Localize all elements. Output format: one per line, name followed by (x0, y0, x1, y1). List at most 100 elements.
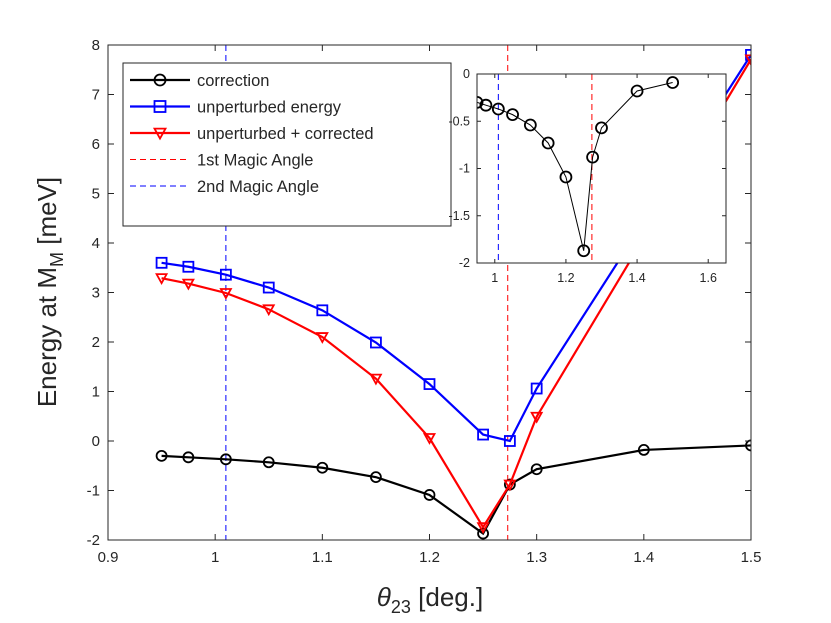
main-point-correction (182, 451, 195, 464)
legend-item-unperturbed-energy: unperturbed energy (130, 99, 342, 117)
main-point-unperturbed-corrected (530, 411, 544, 424)
legend-label-2nd-magic-angle: 2nd Magic Angle (197, 178, 319, 196)
inset-plot-area (477, 74, 726, 263)
inset-point-correction (477, 95, 484, 109)
legend-item-2nd-magic-angle: 2nd Magic Angle (130, 178, 319, 196)
y-axis-label-unit: [meV] (32, 177, 62, 252)
legend-item-1st-magic-angle: 1st Magic Angle (130, 152, 313, 170)
legend-label-1st-magic-angle: 1st Magic Angle (197, 152, 313, 170)
main-point-unperturbed-corrected (503, 479, 517, 492)
inset-point-correction (506, 108, 519, 122)
main-x-tick-label: 1.1 (312, 549, 333, 566)
inset-point-correction (559, 170, 573, 184)
main-x-tick-label: 1 (211, 549, 219, 566)
main-point-unperturbed-corrected (155, 273, 169, 285)
main-point-correction (316, 461, 329, 474)
legend-box (122, 62, 452, 227)
main-point-unperturbed-corrected (369, 373, 383, 386)
main-y-tick-label: 2 (92, 334, 100, 351)
legend-marker-correction (153, 73, 167, 87)
main-point-correction (155, 449, 168, 462)
main-point-unperturbed-corrected (476, 522, 490, 534)
legend-marker-unperturbed-energy (153, 100, 167, 113)
inset-axes: 1 1.2 1.4 1.6 -2 -1.5 -1 -0.5 0 (448, 67, 727, 285)
inset-y-tick-label: -1 (459, 162, 470, 176)
main-point-correction (637, 444, 650, 456)
main-point-unperturbed-corrected (422, 433, 437, 445)
inset-point-correction (595, 121, 608, 135)
inset-y-tick-label: -0.5 (448, 114, 470, 128)
legend-item-correction: correction (130, 72, 269, 90)
main-series-line-unperturbed-energy (161, 54, 751, 443)
main-point-unperturbed-corrected (315, 332, 329, 344)
inset-y-tick-label: -1.5 (448, 209, 470, 223)
inset-series-line-correction (477, 82, 673, 251)
main-point-correction (530, 463, 543, 476)
inset-x-tick-label: 1 (491, 271, 498, 285)
main-x-tick-label: 0.9 (98, 549, 119, 566)
main-y-tick-label: -1 (87, 483, 100, 500)
legend: correction unperturbed energy unperturbed … (122, 62, 452, 227)
x-axis-label-symbol: θ (377, 582, 391, 612)
main-point-unperturbed-energy (370, 336, 382, 349)
x-axis-label-unit: [deg.] (411, 582, 483, 612)
main-y-tick-label: -2 (87, 532, 100, 549)
legend-marker-unperturbed-corrected (152, 127, 168, 141)
main-point-unperturbed-corrected (744, 54, 751, 67)
main-point-unperturbed-energy (155, 256, 168, 269)
main-point-unperturbed-energy (503, 435, 516, 447)
legend-label-correction: correction (197, 72, 269, 90)
inset-point-correction (479, 98, 493, 112)
main-point-unperturbed-energy (219, 268, 232, 281)
x-axis-label-subscript: 23 (391, 597, 411, 617)
main-point-correction (219, 453, 232, 466)
main-point-correction (423, 489, 436, 501)
main-point-unperturbed-energy (530, 382, 543, 395)
inset-point-correction (666, 76, 680, 89)
main-y-tick-label: 6 (92, 136, 100, 153)
inset-x-tick-label: 1.2 (557, 271, 574, 285)
main-y-tick-label: 1 (92, 384, 100, 401)
main-point-unperturbed-corrected (181, 278, 195, 291)
main-x-tick-label: 1.3 (526, 549, 547, 566)
main-point-unperturbed-corrected (262, 304, 276, 317)
inset-point-correction (523, 118, 537, 132)
main-point-unperturbed-energy (477, 428, 489, 441)
main-series-line-unperturbed-corrected (161, 58, 751, 530)
main-x-tick-label: 1.5 (741, 549, 762, 566)
main-x-tick-label: 1.2 (419, 549, 440, 566)
legend-item-unperturbed-corrected: unperturbed + corrected (130, 125, 374, 143)
main-point-unperturbed-energy (182, 260, 195, 273)
main-point-correction (745, 439, 751, 452)
inset-point-correction (491, 102, 505, 116)
main-y-tick-label: 3 (92, 285, 100, 302)
main-y-tick-label: 5 (92, 186, 100, 203)
main-y-tick-label: 0 (92, 433, 100, 450)
x-axis-label: θ23 [deg.] (377, 582, 483, 617)
inset-point-correction (577, 244, 591, 258)
legend-label-unperturbed-energy: unperturbed energy (197, 99, 342, 117)
inset-point-correction (586, 150, 600, 164)
main-series-line-correction (161, 444, 751, 536)
y-axis-label-main: Energy at M (32, 267, 62, 407)
main-y-tick-label: 4 (92, 235, 100, 252)
inset-point-correction (541, 136, 555, 150)
inset-y-tick-label: -2 (459, 256, 470, 270)
y-axis-label-subscript: M (47, 252, 67, 267)
main-point-correction (370, 471, 382, 484)
inset-y-tick-label: 0 (463, 67, 470, 81)
main-point-unperturbed-corrected (219, 288, 233, 300)
main-point-unperturbed-energy (423, 378, 436, 390)
inset-x-tick-label: 1.6 (700, 271, 717, 285)
main-point-correction (262, 456, 275, 469)
main-x-tick-label: 1.4 (633, 549, 654, 566)
main-point-unperturbed-energy (316, 304, 329, 317)
inset-x-tick-label: 1.4 (628, 271, 645, 285)
main-y-tick-label: 8 (92, 37, 100, 54)
legend-label-unperturbed-corrected: unperturbed + corrected (197, 125, 374, 143)
y-axis-label: Energy at MM [meV] (32, 177, 67, 407)
main-y-tick-label: 7 (92, 87, 100, 104)
main-point-unperturbed-energy (262, 281, 275, 294)
inset-point-correction (630, 84, 644, 98)
